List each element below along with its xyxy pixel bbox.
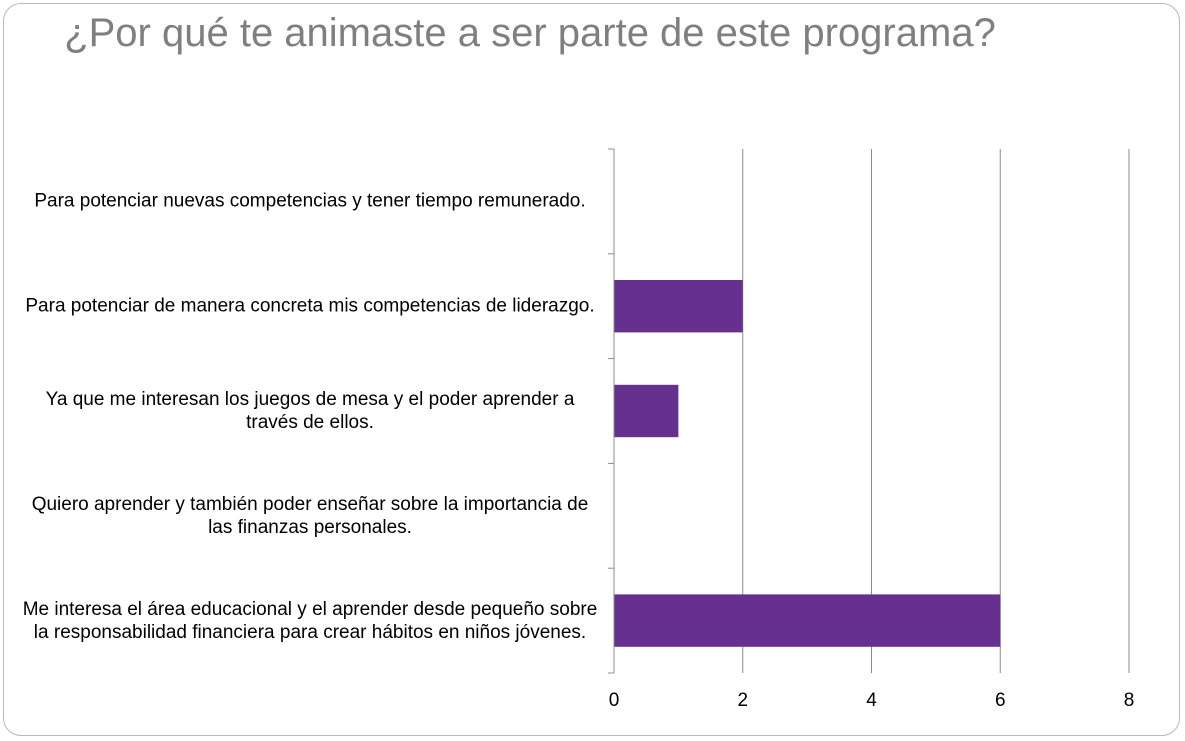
category-label: Para potenciar de manera concreta mis co… xyxy=(25,295,595,317)
category-label: Ya que me interesan los juegos de mesa y… xyxy=(45,389,575,433)
gridlines xyxy=(742,149,1130,673)
category-label: Quiero aprender y también poder enseñar … xyxy=(31,493,589,538)
x-tick-label: 8 xyxy=(1124,690,1135,711)
chart-title: ¿Por qué te animaste a ser parte de este… xyxy=(64,11,996,55)
x-tick-labels: 0 2 4 6 8 xyxy=(609,690,1135,711)
x-tick-label: 4 xyxy=(866,690,877,711)
x-tick-label: 6 xyxy=(995,690,1006,711)
bar xyxy=(614,280,743,333)
x-tick-label: 0 xyxy=(609,690,620,711)
category-label: Para potenciar nuevas competencias y ten… xyxy=(34,190,586,212)
x-tick-label: 2 xyxy=(737,690,748,711)
category-label: Me interesa el área educacional y el apr… xyxy=(22,598,598,643)
bar xyxy=(614,384,679,438)
bars xyxy=(614,280,1001,647)
bar xyxy=(614,594,1001,647)
axes xyxy=(608,148,615,674)
